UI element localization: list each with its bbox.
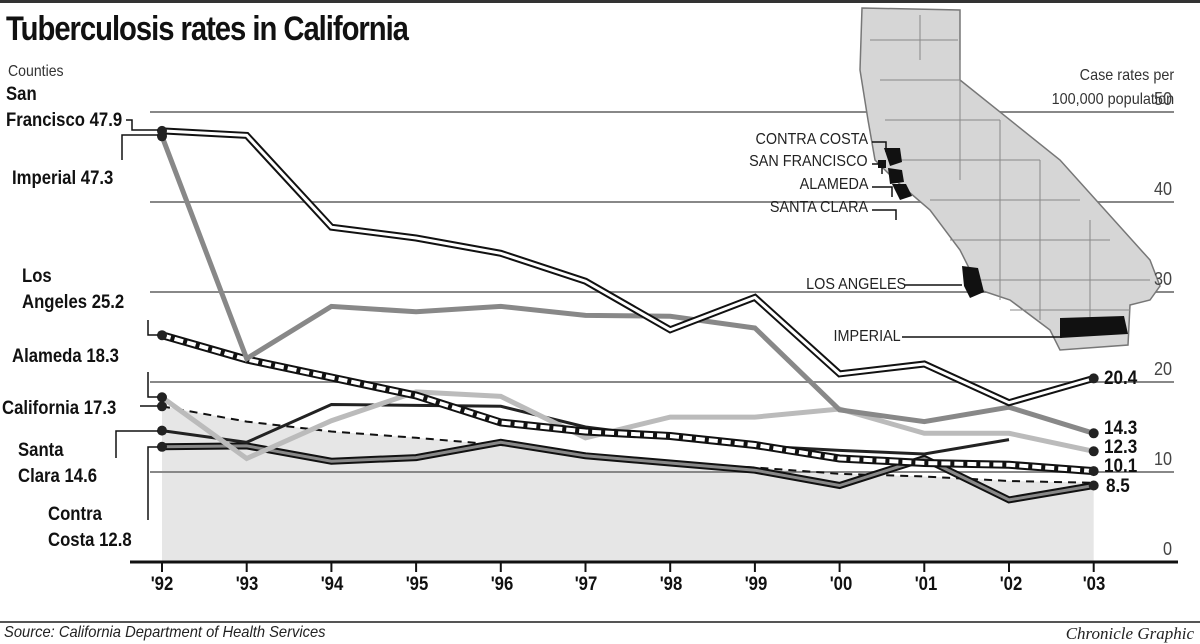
- y-tick-30: 30: [1153, 269, 1172, 289]
- leader-contra-costa: [147, 446, 158, 520]
- label-cc-1: Contra: [48, 504, 102, 525]
- map-label-contra-costa: CONTRA COSTA: [755, 131, 868, 148]
- line-san-francisco: [161, 129, 1095, 405]
- dot-start: [157, 441, 167, 452]
- source-note: Source: California Department of Health …: [4, 624, 326, 641]
- label-sc-2: Clara 14.6: [18, 466, 98, 487]
- credit-note: Chronicle Graphic: [1065, 624, 1194, 643]
- x-tick-02: '02: [999, 574, 1023, 595]
- california-area: [162, 406, 1094, 562]
- map-label-imperial: IMPERIAL: [833, 328, 901, 345]
- label-sf-2: Francisco 47.9: [6, 110, 123, 131]
- map-leader: [872, 163, 883, 174]
- x-tick-99: '99: [744, 574, 768, 595]
- x-tick-97: '97: [574, 574, 598, 595]
- label-imperial: Imperial 47.3: [12, 168, 114, 189]
- y-tick-0: 0: [1162, 539, 1172, 559]
- map-label-los-angeles: LOS ANGELES: [805, 276, 906, 293]
- x-tick-94: '94: [320, 574, 344, 595]
- y-tick-20: 20: [1153, 359, 1172, 379]
- x-tick-92: '92: [150, 574, 174, 595]
- end-label-imperial: 14.3: [1104, 418, 1138, 439]
- label-cc-2: Costa 12.8: [48, 530, 132, 551]
- county-imperial: [1060, 316, 1128, 338]
- county-santa-clara: [892, 184, 912, 200]
- y-tick-50: 50: [1153, 89, 1172, 109]
- counties-caption: Counties: [8, 63, 64, 80]
- leader-santa-clara: [115, 430, 158, 458]
- x-tick-96: '96: [490, 574, 514, 595]
- dot-start: [157, 392, 167, 403]
- top-rule: [0, 0, 1200, 3]
- bottom-rule: [0, 621, 1200, 623]
- y-tick-10: 10: [1153, 449, 1172, 469]
- dot-start: [157, 330, 167, 341]
- leader-la: [147, 320, 158, 336]
- label-sf-1: San: [6, 84, 37, 105]
- line-santa-clara: [161, 402, 1010, 456]
- california-map: [859, 7, 1161, 351]
- dot-start: [157, 425, 167, 436]
- label-california: California 17.3: [2, 398, 117, 419]
- units-line-1: Case rates per: [1079, 67, 1174, 84]
- dot-end: [1088, 373, 1099, 384]
- county-los-angeles: [962, 266, 984, 298]
- line-alameda: [160, 389, 1095, 462]
- dot-start: [157, 401, 167, 412]
- x-tick-98: '98: [659, 574, 683, 595]
- x-tick-03: '03: [1082, 574, 1106, 595]
- dot-end: [1088, 466, 1099, 477]
- leader-sf: [126, 119, 158, 131]
- label-sc-1: Santa: [18, 440, 64, 461]
- map-label-alameda: ALAMEDA: [799, 176, 868, 193]
- dot-start: [157, 125, 167, 136]
- dot-end: [1088, 446, 1099, 457]
- label-alameda: Alameda 18.3: [12, 346, 119, 367]
- line-imperial: [159, 135, 1095, 436]
- x-tick-95: '95: [405, 574, 429, 595]
- map-label-san-francisco: SAN FRANCISCO: [749, 153, 868, 170]
- x-tick-93: '93: [235, 574, 259, 595]
- leader-alameda: [147, 372, 158, 398]
- end-label-alameda: 12.3: [1104, 437, 1138, 458]
- chart-title: Tuberculosis rates in California: [6, 10, 409, 48]
- map-leader: [872, 141, 887, 152]
- leader-imperial: [121, 134, 158, 160]
- units-line-2: 100,000 population: [1051, 91, 1174, 108]
- x-tick-01: '01: [914, 574, 938, 595]
- county-contra-costa: [884, 148, 902, 166]
- map-leader: [872, 186, 893, 197]
- county-alameda: [888, 168, 904, 184]
- map-label-santa-clara: SANTA CLARA: [769, 199, 868, 216]
- y-tick-40: 40: [1153, 179, 1172, 199]
- dot-end: [1088, 480, 1099, 491]
- y-axis-units: Case rates per 100,000 population: [1051, 64, 1174, 112]
- label-la-1: Los: [22, 266, 52, 287]
- end-label-cc: 8.5: [1106, 476, 1130, 497]
- label-la-2: Angeles 25.2: [22, 292, 125, 313]
- end-label-la: 10.1: [1104, 456, 1138, 477]
- line-los-angeles: [161, 333, 1094, 474]
- map-leader: [872, 209, 897, 220]
- x-tick-00: '00: [829, 574, 853, 595]
- end-label-sf: 20.4: [1104, 368, 1138, 389]
- dot-end: [1088, 428, 1099, 439]
